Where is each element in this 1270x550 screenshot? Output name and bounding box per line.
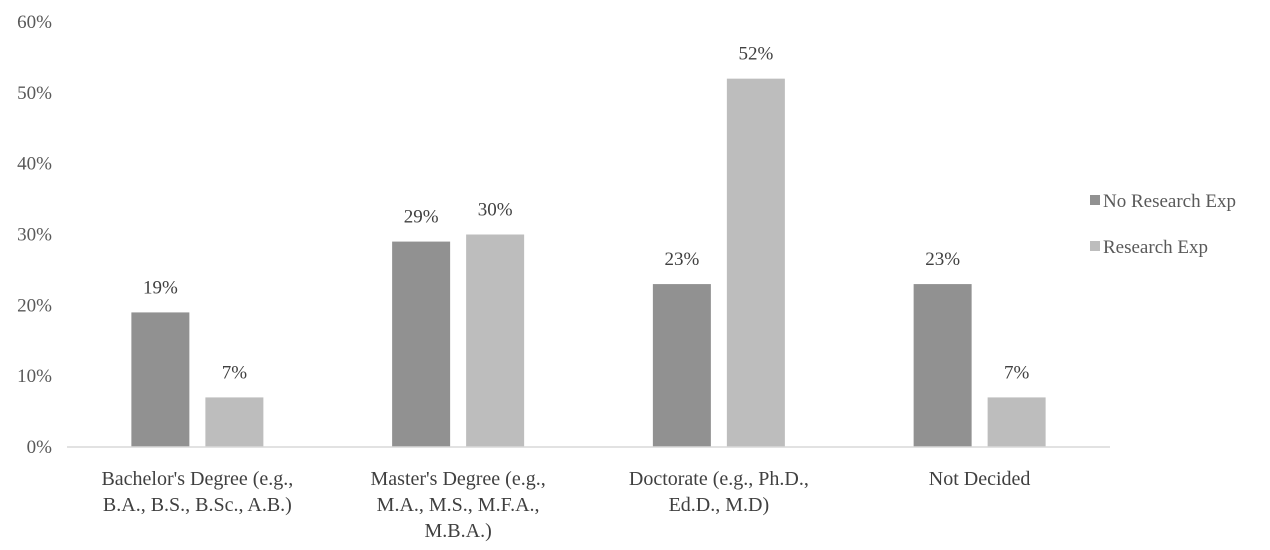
- legend-label: Research Exp: [1103, 237, 1208, 258]
- legend: No Research Exp Research Exp: [1090, 191, 1236, 258]
- y-tick-label: 0%: [27, 437, 53, 458]
- bar: [652, 284, 711, 447]
- bar: [131, 312, 190, 447]
- category-label: Not Decided: [929, 468, 1031, 490]
- data-label: 7%: [1004, 362, 1030, 383]
- bar: [987, 397, 1046, 447]
- data-label: 23%: [925, 249, 960, 270]
- legend-swatch: [1090, 241, 1100, 251]
- data-label: 29%: [404, 207, 439, 228]
- data-label: 30%: [478, 200, 513, 221]
- category-label: Master's Degree (e.g., M.A., M.S., M.F.A.…: [371, 468, 546, 542]
- data-label: 7%: [222, 362, 248, 383]
- data-label: 23%: [664, 249, 699, 270]
- y-tick-label: 30%: [17, 225, 52, 246]
- y-tick-label: 50%: [17, 83, 52, 104]
- bar: [913, 284, 972, 447]
- bar: [466, 234, 525, 447]
- legend-label: No Research Exp: [1103, 191, 1236, 212]
- bar: [392, 241, 451, 447]
- data-label: 19%: [143, 277, 178, 298]
- legend-swatch: [1090, 195, 1100, 205]
- category-label: Doctorate (e.g., Ph.D., Ed.D., M.D): [629, 468, 809, 516]
- category-label: Bachelor's Degree (e.g., B.A., B.S., B.Sc…: [101, 468, 293, 516]
- data-labels: 19% 29% 23% 23% 7% 30% 52% 7%: [143, 44, 1030, 384]
- data-label: 52%: [738, 44, 773, 65]
- category-labels: Bachelor's Degree (e.g., B.A., B.S., B.Sc…: [101, 468, 1030, 542]
- y-tick-label: 40%: [17, 154, 52, 175]
- y-tick-label: 10%: [17, 366, 52, 387]
- y-tick-label: 20%: [17, 295, 52, 316]
- bar: [726, 78, 785, 448]
- y-axis: 0% 10% 20% 30% 40% 50% 60%: [17, 12, 52, 458]
- bars: [131, 78, 1046, 448]
- bar: [205, 397, 264, 447]
- y-tick-label: 60%: [17, 12, 52, 33]
